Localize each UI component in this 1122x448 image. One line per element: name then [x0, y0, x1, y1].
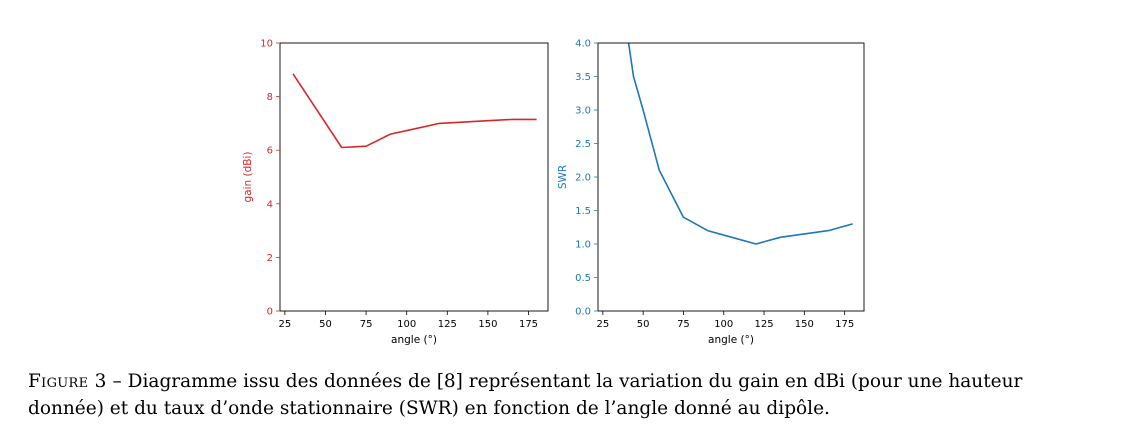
caption-label: Figure 3 — [28, 371, 107, 392]
swr-x-axis-label: angle (°) — [708, 334, 754, 346]
gain-x-tick-label: 125 — [438, 319, 457, 330]
gain-x-tick-label: 25 — [279, 319, 292, 330]
gain-y-tick-label: 2 — [267, 253, 273, 264]
gain-x-tick-label: 150 — [478, 319, 497, 330]
swr-y-tick-label: 0.5 — [575, 273, 591, 284]
swr-y-axis-label: SWR — [557, 165, 569, 189]
swr-y-tick-label: 2.0 — [575, 173, 591, 184]
caption-separator: – — [106, 371, 128, 392]
swr-y-tick-label: 2.5 — [575, 139, 591, 150]
swr-y-tick-label: 4.0 — [575, 39, 591, 50]
gain-axes-frame — [279, 42, 549, 312]
swr-x-tick-label: 175 — [835, 319, 854, 330]
gain-chart: 25 50 75 100 125 150 175 0 2 4 6 8 10 angle (°) gain (… — [242, 39, 549, 346]
swr-y-tick-label: 3.5 — [575, 72, 591, 83]
figure: 25 50 75 100 125 150 175 0 2 4 6 8 10 angle (°) gain (… — [242, 39, 865, 346]
gain-x-tick-label: 175 — [519, 319, 538, 330]
caption-text: Diagramme issu des données de [8] représ… — [28, 371, 1023, 419]
gain-x-tick-label: 50 — [319, 319, 332, 330]
gain-x-tick-label: 100 — [397, 319, 416, 330]
gain-y-tick-label: 6 — [267, 146, 273, 157]
gain-x-tick-label: 75 — [360, 319, 373, 330]
swr-x-tick-label: 75 — [677, 319, 690, 330]
swr-axes-frame — [597, 42, 865, 312]
swr-x-tick-label: 150 — [795, 319, 814, 330]
gain-x-axis-label: angle (°) — [391, 334, 437, 346]
gain-y-tick-label: 4 — [267, 199, 273, 210]
swr-x-tick-label: 25 — [596, 319, 609, 330]
swr-y-tick-label: 0.0 — [575, 307, 591, 318]
gain-y-tick-label: 8 — [267, 92, 273, 103]
swr-y-tick-label: 3.0 — [575, 106, 591, 117]
swr-chart: 25 50 75 100 125 150 175 0.0 0.5 1.0 1.5 2.0 2.5 3.0 3… — [557, 39, 865, 346]
gain-y-axis-label: gain (dBi) — [242, 152, 254, 203]
gain-y-tick-label: 10 — [260, 39, 273, 50]
swr-series-line — [627, 42, 853, 245]
swr-x-tick-label: 100 — [714, 319, 733, 330]
swr-y-tick-label: 1.0 — [575, 240, 591, 251]
figure-caption: Figure 3 – Diagramme issu des données de… — [28, 368, 1098, 422]
swr-x-tick-label: 50 — [637, 319, 650, 330]
gain-y-tick-label: 0 — [267, 307, 273, 318]
swr-x-tick-label: 125 — [755, 319, 774, 330]
swr-y-tick-label: 1.5 — [575, 206, 591, 217]
gain-series-line — [292, 73, 537, 149]
